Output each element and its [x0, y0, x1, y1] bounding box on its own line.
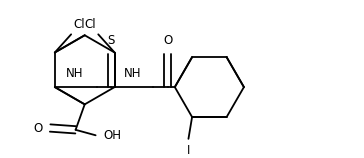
- Text: O: O: [163, 34, 172, 47]
- Text: NH: NH: [66, 67, 83, 80]
- Text: S: S: [107, 34, 115, 47]
- Text: Cl: Cl: [73, 18, 84, 31]
- Text: O: O: [33, 122, 43, 134]
- Text: OH: OH: [103, 129, 121, 142]
- Text: I: I: [187, 144, 190, 157]
- Text: Cl: Cl: [85, 18, 96, 31]
- Text: NH: NH: [124, 67, 142, 80]
